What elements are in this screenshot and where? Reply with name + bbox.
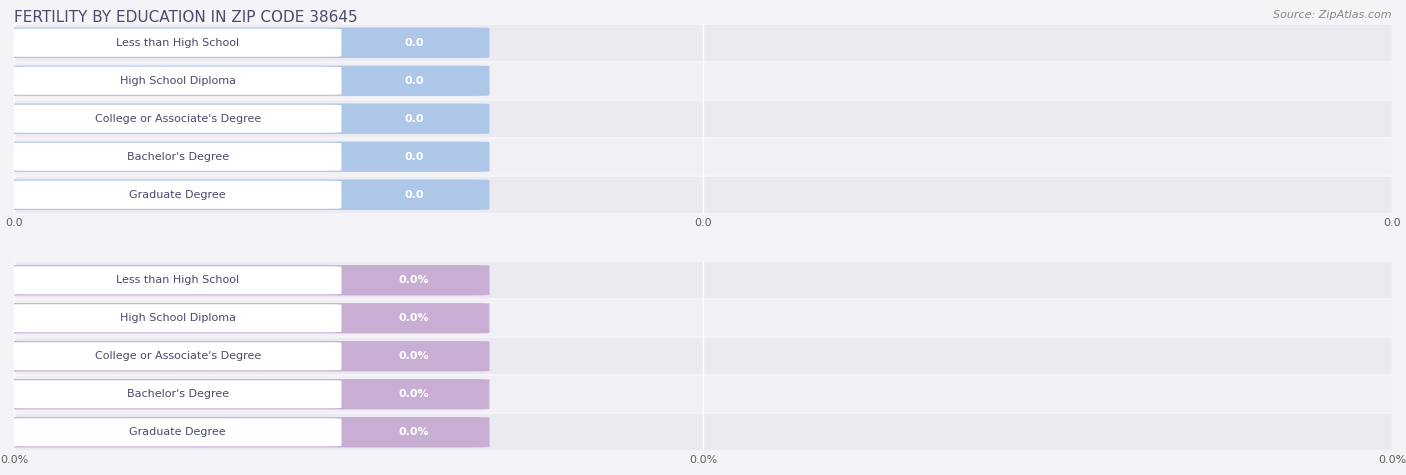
FancyBboxPatch shape <box>14 139 1392 175</box>
FancyBboxPatch shape <box>0 180 489 210</box>
Text: Less than High School: Less than High School <box>117 38 239 48</box>
Text: 0.0: 0.0 <box>405 190 425 200</box>
Text: College or Associate's Degree: College or Associate's Degree <box>94 114 262 124</box>
FancyBboxPatch shape <box>14 300 1392 336</box>
Text: Bachelor's Degree: Bachelor's Degree <box>127 389 229 399</box>
Text: 0.0%: 0.0% <box>399 427 429 437</box>
FancyBboxPatch shape <box>14 177 1392 213</box>
FancyBboxPatch shape <box>0 265 489 295</box>
FancyBboxPatch shape <box>0 28 489 58</box>
Text: 0.0%: 0.0% <box>399 389 429 399</box>
FancyBboxPatch shape <box>14 338 1392 374</box>
FancyBboxPatch shape <box>0 379 489 409</box>
Text: FERTILITY BY EDUCATION IN ZIP CODE 38645: FERTILITY BY EDUCATION IN ZIP CODE 38645 <box>14 10 357 25</box>
Text: 0.0%: 0.0% <box>399 275 429 285</box>
FancyBboxPatch shape <box>0 417 489 447</box>
Text: 0.0%: 0.0% <box>399 351 429 361</box>
FancyBboxPatch shape <box>7 66 342 95</box>
FancyBboxPatch shape <box>14 414 1392 450</box>
Text: Less than High School: Less than High School <box>117 275 239 285</box>
FancyBboxPatch shape <box>7 342 342 370</box>
FancyBboxPatch shape <box>0 341 489 371</box>
FancyBboxPatch shape <box>14 25 1392 61</box>
FancyBboxPatch shape <box>14 63 1392 99</box>
FancyBboxPatch shape <box>7 28 342 57</box>
Text: High School Diploma: High School Diploma <box>120 313 236 323</box>
FancyBboxPatch shape <box>7 142 342 171</box>
FancyBboxPatch shape <box>0 66 489 96</box>
FancyBboxPatch shape <box>7 104 342 133</box>
Text: 0.0: 0.0 <box>405 152 425 162</box>
FancyBboxPatch shape <box>14 101 1392 137</box>
FancyBboxPatch shape <box>14 376 1392 412</box>
FancyBboxPatch shape <box>7 266 342 294</box>
FancyBboxPatch shape <box>7 304 342 332</box>
Text: 0.0: 0.0 <box>405 38 425 48</box>
FancyBboxPatch shape <box>7 180 342 209</box>
Text: Bachelor's Degree: Bachelor's Degree <box>127 152 229 162</box>
Text: 0.0%: 0.0% <box>399 313 429 323</box>
Text: Source: ZipAtlas.com: Source: ZipAtlas.com <box>1274 10 1392 19</box>
FancyBboxPatch shape <box>0 142 489 172</box>
FancyBboxPatch shape <box>7 418 342 446</box>
FancyBboxPatch shape <box>7 380 342 408</box>
FancyBboxPatch shape <box>0 104 489 134</box>
FancyBboxPatch shape <box>14 262 1392 298</box>
Text: Graduate Degree: Graduate Degree <box>129 190 226 200</box>
Text: Graduate Degree: Graduate Degree <box>129 427 226 437</box>
Text: 0.0: 0.0 <box>405 76 425 86</box>
Text: High School Diploma: High School Diploma <box>120 76 236 86</box>
FancyBboxPatch shape <box>0 303 489 333</box>
Text: 0.0: 0.0 <box>405 114 425 124</box>
Text: College or Associate's Degree: College or Associate's Degree <box>94 351 262 361</box>
